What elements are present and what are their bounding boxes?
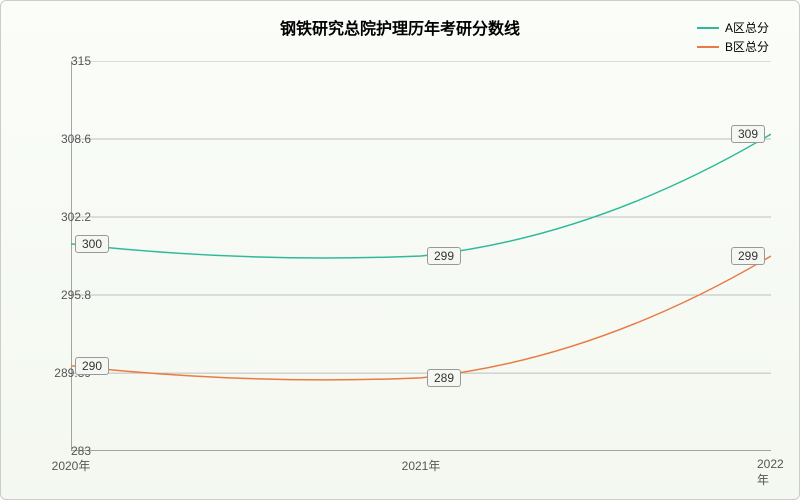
legend-swatch-a	[697, 27, 719, 29]
data-label: 299	[427, 247, 461, 265]
legend-item-a: A区总分	[697, 19, 769, 36]
chart-container: 钢铁研究总院护理历年考研分数线 A区总分 B区总分 283289.39295.8…	[0, 0, 800, 500]
series-line	[71, 134, 771, 258]
legend-item-b: B区总分	[697, 38, 769, 55]
data-label: 300	[75, 235, 109, 253]
series-line	[71, 256, 771, 380]
data-label: 309	[731, 125, 765, 143]
chart-title: 钢铁研究总院护理历年考研分数线	[280, 15, 520, 39]
data-label: 299	[731, 247, 765, 265]
y-tick-label: 283	[71, 444, 91, 458]
data-label: 290	[75, 357, 109, 375]
x-tick-label: 2022年	[757, 457, 785, 488]
y-tick-label: 302.2	[61, 210, 91, 224]
y-tick-label: 315	[71, 54, 91, 68]
legend-label-b: B区总分	[725, 38, 769, 55]
legend-swatch-b	[697, 46, 719, 48]
y-tick-label: 308.6	[61, 132, 91, 146]
y-tick-label: 295.8	[61, 288, 91, 302]
data-label: 289	[427, 369, 461, 387]
plot-area	[71, 61, 771, 451]
series-lines	[71, 134, 771, 380]
legend-label-a: A区总分	[725, 19, 769, 36]
x-tick-label: 2021年	[402, 457, 441, 474]
x-tick-label: 2020年	[52, 457, 91, 474]
legend: A区总分 B区总分	[697, 19, 769, 57]
